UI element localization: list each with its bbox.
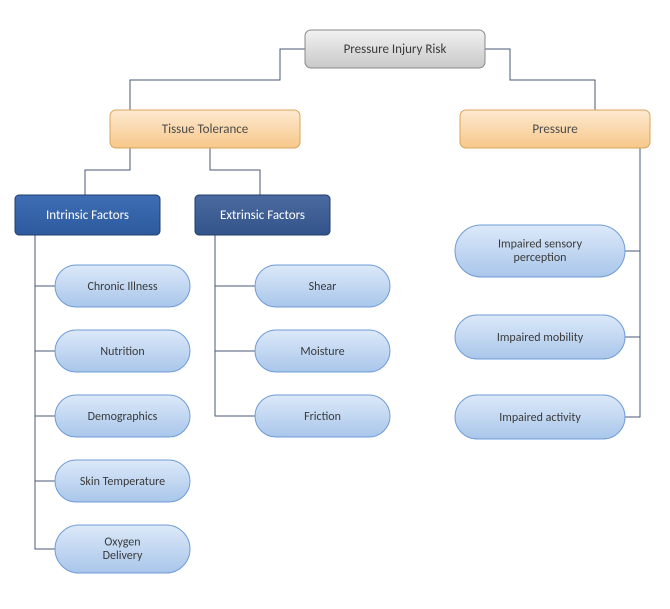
edge (485, 49, 595, 110)
edge (215, 286, 255, 351)
nodes: Pressure Injury Risk Tissue Tolerance Pres… (15, 30, 650, 573)
node-label: OxygenDelivery (103, 535, 143, 563)
node-label: Demographics (88, 410, 158, 424)
node-nutrition: Nutrition (55, 330, 190, 372)
node-oxygen: OxygenDelivery (55, 525, 190, 573)
edge (130, 49, 305, 110)
node-label: Chronic Illness (87, 280, 157, 294)
node-mobility: Impaired mobility (455, 315, 625, 359)
edge (210, 148, 260, 195)
node-label: Friction (304, 410, 341, 424)
node-label: Intrinsic Factors (46, 208, 129, 223)
node-moisture: Moisture (255, 330, 390, 372)
node-label: Impaired mobility (497, 331, 584, 345)
edge (215, 351, 255, 416)
node-friction: Friction (255, 395, 390, 437)
node-label: Skin Temperature (80, 475, 165, 489)
node-label: Nutrition (100, 345, 144, 359)
edge (85, 148, 130, 195)
node-demo: Demographics (55, 395, 190, 437)
node-root: Pressure Injury Risk (305, 30, 485, 68)
node-label: Tissue Tolerance (162, 122, 249, 137)
edge (625, 148, 640, 251)
diagram-canvas: Pressure Injury Risk Tissue Tolerance Pres… (0, 0, 670, 609)
node-sensory: Impaired sensoryperception (455, 225, 625, 277)
edge (35, 416, 55, 481)
edge (625, 337, 640, 417)
node-chronic: Chronic Illness (55, 265, 190, 307)
node-label: Pressure (532, 122, 577, 137)
edge (215, 235, 255, 286)
node-label: Extrinsic Factors (220, 208, 305, 223)
node-extrinsic: Extrinsic Factors (195, 195, 330, 235)
edge (35, 481, 55, 549)
node-label: Impaired activity (499, 411, 581, 425)
edge (35, 286, 55, 351)
node-label: Pressure Injury Risk (344, 42, 447, 57)
node-skin: Skin Temperature (55, 460, 190, 502)
node-label: Shear (309, 280, 337, 294)
node-intrinsic: Intrinsic Factors (15, 195, 160, 235)
edge (35, 351, 55, 416)
node-tissue: Tissue Tolerance (110, 110, 300, 148)
edge (35, 235, 55, 286)
edge (625, 251, 640, 337)
node-activity: Impaired activity (455, 395, 625, 439)
node-shear: Shear (255, 265, 390, 307)
node-label: Moisture (300, 345, 344, 359)
node-pressure: Pressure (460, 110, 650, 148)
